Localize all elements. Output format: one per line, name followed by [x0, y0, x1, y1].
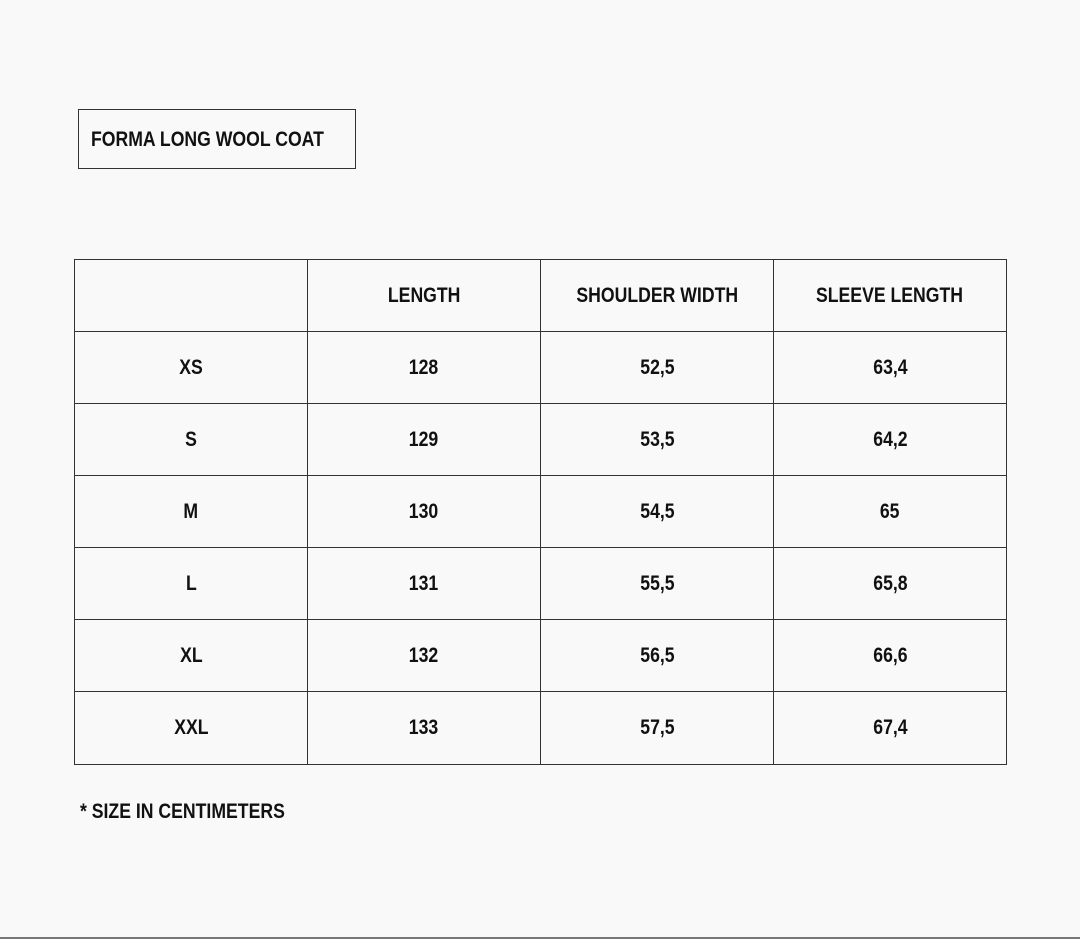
- product-title-box: FORMA LONG WOOL COAT: [78, 109, 356, 169]
- size-label-cell: L: [74, 547, 308, 620]
- size-label-cell: XXL: [74, 691, 308, 765]
- value-cell: 55,5: [540, 547, 774, 620]
- cell-text: L: [185, 571, 197, 595]
- cell-text: 54,5: [639, 499, 675, 523]
- table-row: XXL 133 57,5 67,4: [74, 691, 1007, 765]
- value-cell: 65: [773, 475, 1007, 548]
- size-label-cell: XL: [74, 619, 308, 692]
- table-row: XS 128 52,5 63,4: [74, 331, 1007, 404]
- cell-text: 64,2: [872, 427, 908, 451]
- cell-text: 133: [409, 716, 439, 739]
- cell-text: 53,5: [639, 427, 675, 451]
- column-header: SLEEVE LENGTH: [773, 259, 1007, 332]
- column-header: [74, 259, 308, 332]
- cell-text: 52,5: [639, 355, 675, 379]
- value-cell: 132: [307, 619, 541, 692]
- size-label-cell: M: [74, 475, 308, 548]
- value-cell: 131: [307, 547, 541, 620]
- cell-text: 56,5: [639, 643, 675, 667]
- table-row: XL 132 56,5 66,6: [74, 619, 1007, 692]
- cell-text: XL: [179, 643, 203, 667]
- cell-text: 55,5: [639, 571, 675, 595]
- bottom-divider: [0, 937, 1080, 939]
- column-header: LENGTH: [307, 259, 541, 332]
- product-title: FORMA LONG WOOL COAT: [91, 128, 324, 151]
- cell-text: 57,5: [639, 716, 675, 739]
- value-cell: 52,5: [540, 331, 774, 404]
- column-header: SHOULDER WIDTH: [540, 259, 774, 332]
- cell-text: 131: [409, 571, 439, 595]
- table-row: S 129 53,5 64,2: [74, 403, 1007, 476]
- value-cell: 54,5: [540, 475, 774, 548]
- value-cell: 133: [307, 691, 541, 765]
- cell-text: S: [185, 427, 197, 451]
- size-chart-table: LENGTH SHOULDER WIDTH SLEEVE LENGTH XS 128 52…: [74, 259, 1007, 765]
- value-cell: 130: [307, 475, 541, 548]
- value-cell: 53,5: [540, 403, 774, 476]
- cell-text: SLEEVE LENGTH: [816, 283, 964, 307]
- size-label-cell: XS: [74, 331, 308, 404]
- cell-text: XS: [179, 355, 203, 379]
- value-cell: 129: [307, 403, 541, 476]
- cell-text: 130: [409, 499, 439, 523]
- value-cell: 67,4: [773, 691, 1007, 765]
- value-cell: 56,5: [540, 619, 774, 692]
- cell-text: LENGTH: [387, 283, 461, 307]
- cell-text: 128: [409, 355, 439, 379]
- cell-text: 65: [880, 499, 900, 523]
- cell-text: 67,4: [872, 716, 908, 739]
- value-cell: 65,8: [773, 547, 1007, 620]
- cell-text: XXL: [173, 716, 209, 739]
- table-row: L 131 55,5 65,8: [74, 547, 1007, 620]
- footnote: * SIZE IN CENTIMETERS: [80, 800, 285, 823]
- cell-text: M: [183, 499, 199, 523]
- cell-text: 129: [409, 427, 439, 451]
- cell-text: 65,8: [872, 571, 908, 595]
- cell-text: SHOULDER WIDTH: [576, 283, 738, 307]
- cell-text: 63,4: [872, 355, 908, 379]
- header-row: LENGTH SHOULDER WIDTH SLEEVE LENGTH: [74, 259, 1007, 332]
- cell-text: 132: [409, 643, 439, 667]
- value-cell: 66,6: [773, 619, 1007, 692]
- value-cell: 64,2: [773, 403, 1007, 476]
- value-cell: 57,5: [540, 691, 774, 765]
- value-cell: 63,4: [773, 331, 1007, 404]
- cell-text: 66,6: [872, 643, 908, 667]
- value-cell: 128: [307, 331, 541, 404]
- size-label-cell: S: [74, 403, 308, 476]
- table-row: M 130 54,5 65: [74, 475, 1007, 548]
